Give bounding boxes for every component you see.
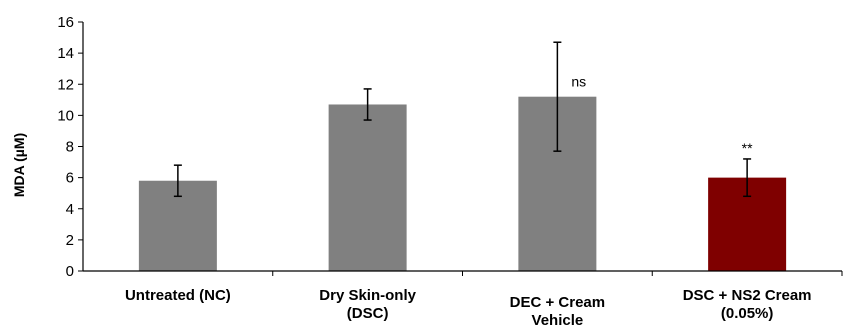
bar <box>328 104 407 271</box>
x-category-label: (0.05%) <box>721 305 774 322</box>
x-category-label: DSC + NS2 Cream <box>683 287 812 304</box>
x-category-label: Vehicle <box>532 312 584 329</box>
bar-annotations: ns ** <box>571 74 753 156</box>
y-tick-label: 12 <box>57 76 74 93</box>
y-axis-title: MDA (µM) <box>11 133 27 197</box>
bar-annotation: ns <box>571 74 586 90</box>
axes <box>82 22 843 276</box>
y-tick-label: 2 <box>66 232 74 249</box>
y-tick-label: 10 <box>57 107 74 124</box>
y-axis-ticks: 0 2 4 6 8 10 12 14 16 <box>57 14 83 280</box>
error-bars <box>173 41 752 198</box>
y-tick-label: 8 <box>66 139 74 156</box>
x-category-label: Dry Skin-only <box>319 287 416 304</box>
x-category-label: (DSC) <box>347 305 389 322</box>
y-tick-label: 0 <box>66 263 74 280</box>
x-category-label: Untreated (NC) <box>125 287 231 304</box>
x-category-label: DEC + Cream <box>510 294 605 311</box>
y-tick-label: 16 <box>57 14 74 31</box>
bars <box>138 96 787 271</box>
y-tick-label: 6 <box>66 170 74 187</box>
bar-annotation: ** <box>742 140 753 156</box>
y-tick-label: 4 <box>66 201 74 218</box>
y-tick-label: 14 <box>57 45 74 62</box>
category-labels: Untreated (NC) Dry Skin-only(DSC) DEC + Cr… <box>125 287 812 329</box>
